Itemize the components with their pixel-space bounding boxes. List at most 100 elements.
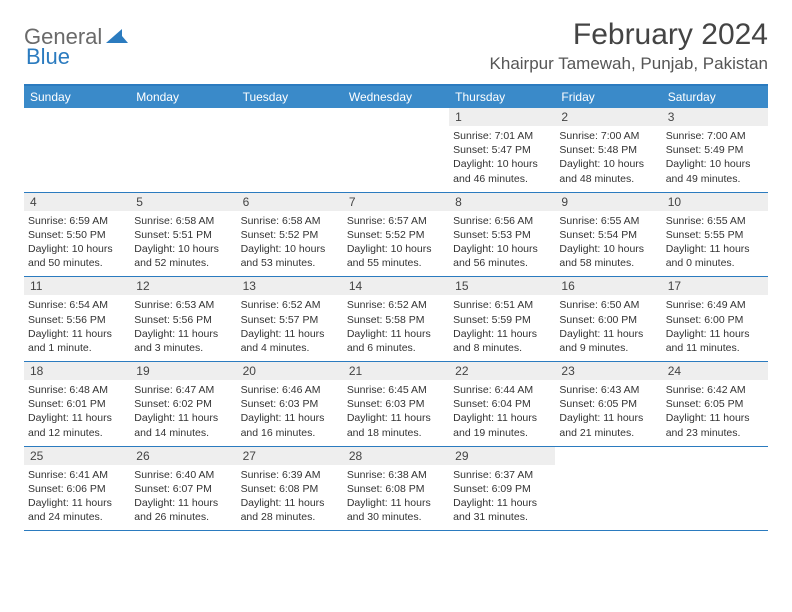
sunset-text: Sunset: 5:50 PM — [28, 228, 126, 242]
week-row: 25Sunrise: 6:41 AMSunset: 6:06 PMDayligh… — [24, 447, 768, 532]
sunrise-text: Sunrise: 6:44 AM — [453, 383, 551, 397]
logo-triangle-icon — [106, 26, 128, 49]
sunrise-text: Sunrise: 6:47 AM — [134, 383, 232, 397]
day-number: 27 — [237, 447, 343, 465]
day-cell: 25Sunrise: 6:41 AMSunset: 6:06 PMDayligh… — [24, 447, 130, 531]
sunrise-text: Sunrise: 6:56 AM — [453, 214, 551, 228]
sunrise-text: Sunrise: 6:55 AM — [559, 214, 657, 228]
weekday-header-row: Sunday Monday Tuesday Wednesday Thursday… — [24, 86, 768, 108]
day-info: Sunrise: 6:53 AMSunset: 5:56 PMDaylight:… — [134, 298, 232, 355]
day-number — [24, 108, 130, 112]
sunset-text: Sunset: 5:59 PM — [453, 313, 551, 327]
day-info: Sunrise: 6:55 AMSunset: 5:54 PMDaylight:… — [559, 214, 657, 271]
day-info: Sunrise: 6:48 AMSunset: 6:01 PMDaylight:… — [28, 383, 126, 440]
daylight-text: Daylight: 11 hours and 23 minutes. — [666, 411, 764, 439]
day-cell: 11 Sunrise: 6:54 AMSunset: 5:56 PMDayligh… — [24, 277, 130, 361]
day-info: Sunrise: 6:59 AMSunset: 5:50 PMDaylight:… — [28, 214, 126, 271]
day-cell: 20Sunrise: 6:46 AMSunset: 6:03 PMDayligh… — [237, 362, 343, 446]
day-number — [237, 108, 343, 112]
weekday-mon: Monday — [130, 86, 236, 108]
day-number: 29 — [449, 447, 555, 465]
daylight-text: Daylight: 11 hours and 28 minutes. — [241, 496, 339, 524]
daylight-text: Daylight: 11 hours and 0 minutes. — [666, 242, 764, 270]
day-cell: 4Sunrise: 6:59 AMSunset: 5:50 PMDaylight… — [24, 193, 130, 277]
day-info: Sunrise: 6:56 AMSunset: 5:53 PMDaylight:… — [453, 214, 551, 271]
day-number: 18 — [24, 362, 130, 380]
sunset-text: Sunset: 5:49 PM — [666, 143, 764, 157]
day-info: Sunrise: 6:55 AMSunset: 5:55 PMDaylight:… — [666, 214, 764, 271]
sunrise-text: Sunrise: 6:58 AM — [134, 214, 232, 228]
daylight-text: Daylight: 11 hours and 8 minutes. — [453, 327, 551, 355]
weekday-sun: Sunday — [24, 86, 130, 108]
weeks-container: 1Sunrise: 7:01 AMSunset: 5:47 PMDaylight… — [24, 108, 768, 531]
day-info: Sunrise: 6:46 AMSunset: 6:03 PMDaylight:… — [241, 383, 339, 440]
day-cell: 26Sunrise: 6:40 AMSunset: 6:07 PMDayligh… — [130, 447, 236, 531]
day-info: Sunrise: 6:40 AMSunset: 6:07 PMDaylight:… — [134, 468, 232, 525]
day-number: 28 — [343, 447, 449, 465]
sunrise-text: Sunrise: 6:46 AM — [241, 383, 339, 397]
day-number: 13 — [237, 277, 343, 295]
daylight-text: Daylight: 11 hours and 3 minutes. — [134, 327, 232, 355]
day-info: Sunrise: 6:54 AMSunset: 5:56 PMDaylight:… — [28, 298, 126, 355]
day-cell: 17Sunrise: 6:49 AMSunset: 6:00 PMDayligh… — [662, 277, 768, 361]
day-number: 23 — [555, 362, 661, 380]
week-row: 11Sunrise: 6:54 AMSunset: 5:56 PMDayligh… — [24, 277, 768, 362]
location-label: Khairpur Tamewah, Punjab, Pakistan — [490, 54, 768, 74]
day-cell: 22Sunrise: 6:44 AMSunset: 6:04 PMDayligh… — [449, 362, 555, 446]
sunrise-text: Sunrise: 6:55 AM — [666, 214, 764, 228]
day-number: 19 — [130, 362, 236, 380]
day-info: Sunrise: 6:43 AMSunset: 6:05 PMDaylight:… — [559, 383, 657, 440]
day-info: Sunrise: 6:52 AMSunset: 5:57 PMDaylight:… — [241, 298, 339, 355]
sunset-text: Sunset: 5:52 PM — [241, 228, 339, 242]
sunrise-text: Sunrise: 6:54 AM — [28, 298, 126, 312]
weekday-thu: Thursday — [449, 86, 555, 108]
day-cell: 10Sunrise: 6:55 AMSunset: 5:55 PMDayligh… — [662, 193, 768, 277]
sunrise-text: Sunrise: 6:37 AM — [453, 468, 551, 482]
sunrise-text: Sunrise: 6:41 AM — [28, 468, 126, 482]
sunset-text: Sunset: 5:51 PM — [134, 228, 232, 242]
day-cell: 29Sunrise: 6:37 AMSunset: 6:09 PMDayligh… — [449, 447, 555, 531]
day-number: 25 — [24, 447, 130, 465]
daylight-text: Daylight: 10 hours and 50 minutes. — [28, 242, 126, 270]
calendar-page: General February 2024 Khairpur Tamewah, … — [0, 0, 792, 549]
day-cell: 6Sunrise: 6:58 AMSunset: 5:52 PMDaylight… — [237, 193, 343, 277]
day-info: Sunrise: 6:45 AMSunset: 6:03 PMDaylight:… — [347, 383, 445, 440]
week-row: 4Sunrise: 6:59 AMSunset: 5:50 PMDaylight… — [24, 193, 768, 278]
day-cell: 28Sunrise: 6:38 AMSunset: 6:08 PMDayligh… — [343, 447, 449, 531]
daylight-text: Daylight: 11 hours and 19 minutes. — [453, 411, 551, 439]
daylight-text: Daylight: 10 hours and 58 minutes. — [559, 242, 657, 270]
day-cell — [130, 108, 236, 192]
day-cell: 1Sunrise: 7:01 AMSunset: 5:47 PMDaylight… — [449, 108, 555, 192]
day-number: 9 — [555, 193, 661, 211]
day-cell: 3Sunrise: 7:00 AMSunset: 5:49 PMDaylight… — [662, 108, 768, 192]
daylight-text: Daylight: 11 hours and 6 minutes. — [347, 327, 445, 355]
sunset-text: Sunset: 5:56 PM — [134, 313, 232, 327]
sunset-text: Sunset: 6:05 PM — [559, 397, 657, 411]
day-number: 11 — [24, 277, 130, 295]
sunset-text: Sunset: 5:53 PM — [453, 228, 551, 242]
day-info: Sunrise: 6:44 AMSunset: 6:04 PMDaylight:… — [453, 383, 551, 440]
day-number — [343, 108, 449, 112]
day-cell — [662, 447, 768, 531]
day-cell: 12Sunrise: 6:53 AMSunset: 5:56 PMDayligh… — [130, 277, 236, 361]
day-cell — [343, 108, 449, 192]
sunset-text: Sunset: 5:52 PM — [347, 228, 445, 242]
sunset-text: Sunset: 6:03 PM — [241, 397, 339, 411]
day-cell: 15Sunrise: 6:51 AMSunset: 5:59 PMDayligh… — [449, 277, 555, 361]
day-number: 1 — [449, 108, 555, 126]
sunrise-text: Sunrise: 6:59 AM — [28, 214, 126, 228]
day-number: 6 — [237, 193, 343, 211]
title-block: February 2024 Khairpur Tamewah, Punjab, … — [490, 18, 768, 74]
day-info: Sunrise: 6:47 AMSunset: 6:02 PMDaylight:… — [134, 383, 232, 440]
day-number: 2 — [555, 108, 661, 126]
sunrise-text: Sunrise: 6:43 AM — [559, 383, 657, 397]
daylight-text: Daylight: 10 hours and 52 minutes. — [134, 242, 232, 270]
sunrise-text: Sunrise: 6:53 AM — [134, 298, 232, 312]
sunrise-text: Sunrise: 6:45 AM — [347, 383, 445, 397]
weekday-wed: Wednesday — [343, 86, 449, 108]
day-number: 17 — [662, 277, 768, 295]
weekday-tue: Tuesday — [237, 86, 343, 108]
sunset-text: Sunset: 6:04 PM — [453, 397, 551, 411]
day-info: Sunrise: 6:58 AMSunset: 5:51 PMDaylight:… — [134, 214, 232, 271]
sunset-text: Sunset: 6:09 PM — [453, 482, 551, 496]
